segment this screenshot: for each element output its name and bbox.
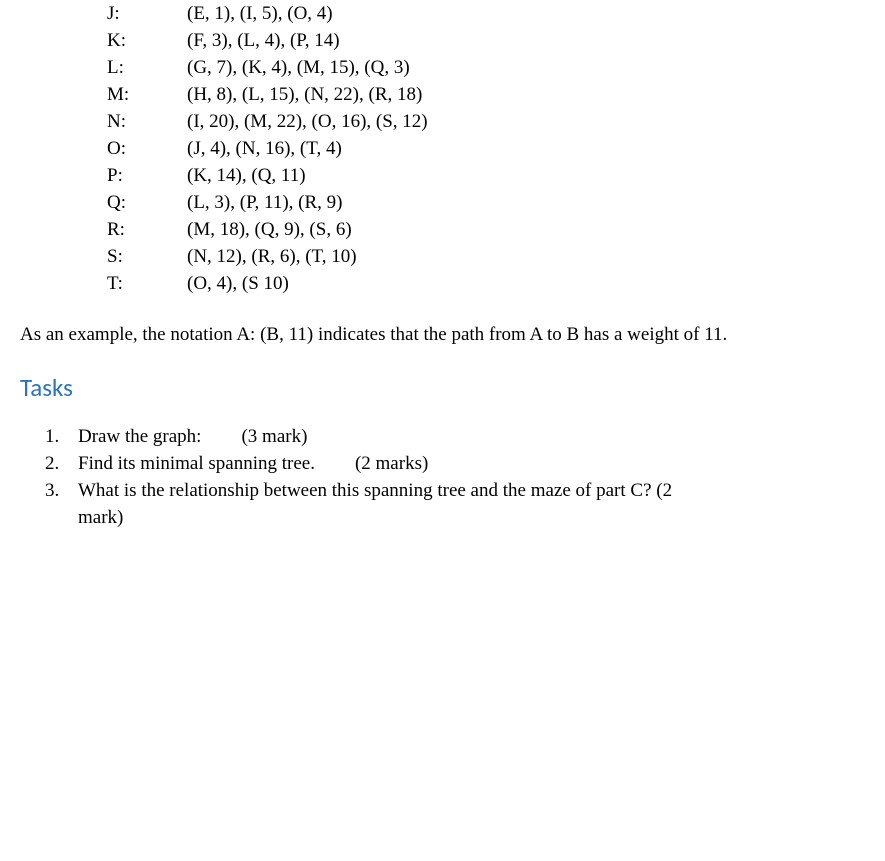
edges-text: (H, 8), (L, 15), (N, 22), (R, 18): [187, 81, 885, 108]
node-label: K:: [107, 27, 187, 54]
task-continuation: mark): [78, 504, 885, 531]
task-text: What is the relationship between this sp…: [78, 477, 865, 504]
edges-text: (I, 20), (M, 22), (O, 16), (S, 12): [187, 108, 885, 135]
edges-text: (N, 12), (R, 6), (T, 10): [187, 243, 885, 270]
node-label: R:: [107, 216, 187, 243]
edges-text: (J, 4), (N, 16), (T, 4): [187, 135, 885, 162]
task-main: Draw the graph:: [78, 426, 201, 447]
adjacency-row: R: (M, 18), (Q, 9), (S, 6): [107, 216, 885, 243]
task-item: 3. What is the relationship between this…: [45, 477, 865, 504]
node-label: J:: [107, 0, 187, 27]
task-main: Find its minimal spanning tree.: [78, 453, 315, 474]
node-label: O:: [107, 135, 187, 162]
edges-text: (M, 18), (Q, 9), (S, 6): [187, 216, 885, 243]
node-label: S:: [107, 243, 187, 270]
adjacency-row: K: (F, 3), (L, 4), (P, 14): [107, 27, 885, 54]
node-label: N:: [107, 108, 187, 135]
adjacency-row: T: (O, 4), (S 10): [107, 270, 885, 297]
task-text: Find its minimal spanning tree. (2 marks): [78, 450, 865, 477]
edges-text: (O, 4), (S 10): [187, 270, 885, 297]
adjacency-row: O: (J, 4), (N, 16), (T, 4): [107, 135, 885, 162]
adjacency-row: M: (H, 8), (L, 15), (N, 22), (R, 18): [107, 81, 885, 108]
task-text: Draw the graph: (3 mark): [78, 423, 865, 450]
node-label: L:: [107, 54, 187, 81]
tasks-list: 1. Draw the graph: (3 mark) 2. Find its m…: [45, 423, 865, 504]
adjacency-row: S: (N, 12), (R, 6), (T, 10): [107, 243, 885, 270]
edges-text: (L, 3), (P, 11), (R, 9): [187, 189, 885, 216]
adjacency-row: L: (G, 7), (K, 4), (M, 15), (Q, 3): [107, 54, 885, 81]
task-main: What is the relationship between this sp…: [78, 480, 672, 501]
edges-text: (G, 7), (K, 4), (M, 15), (Q, 3): [187, 54, 885, 81]
tasks-heading: Tasks: [20, 372, 885, 403]
task-marks: (3 mark): [241, 426, 307, 447]
node-label: P:: [107, 162, 187, 189]
edges-text: (F, 3), (L, 4), (P, 14): [187, 27, 885, 54]
example-text: As an example, the notation A: (B, 11) i…: [20, 321, 865, 348]
task-item: 1. Draw the graph: (3 mark): [45, 423, 865, 450]
adjacency-list: J: (E, 1), (I, 5), (O, 4) K: (F, 3), (L,…: [107, 0, 885, 297]
adjacency-row: N: (I, 20), (M, 22), (O, 16), (S, 12): [107, 108, 885, 135]
task-item: 2. Find its minimal spanning tree. (2 mar…: [45, 450, 865, 477]
node-label: Q:: [107, 189, 187, 216]
node-label: T:: [107, 270, 187, 297]
adjacency-row: J: (E, 1), (I, 5), (O, 4): [107, 0, 885, 27]
edges-text: (E, 1), (I, 5), (O, 4): [187, 0, 885, 27]
task-number: 3.: [45, 477, 78, 504]
node-label: M:: [107, 81, 187, 108]
adjacency-row: Q: (L, 3), (P, 11), (R, 9): [107, 189, 885, 216]
adjacency-row: P: (K, 14), (Q, 11): [107, 162, 885, 189]
edges-text: (K, 14), (Q, 11): [187, 162, 885, 189]
task-number: 1.: [45, 423, 78, 450]
task-number: 2.: [45, 450, 78, 477]
task-marks: (2 marks): [355, 453, 428, 474]
